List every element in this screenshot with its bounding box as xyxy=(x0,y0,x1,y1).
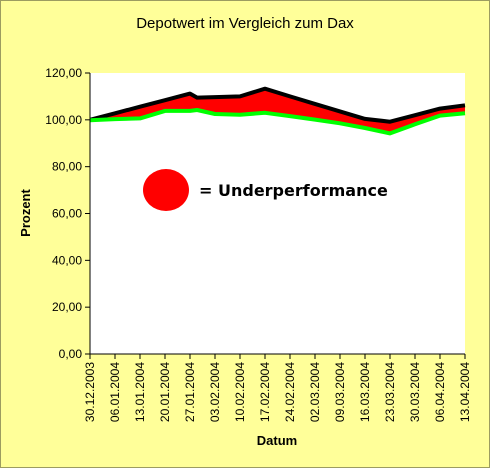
series-line-black xyxy=(89,86,466,124)
y-tick-label: 0,00 xyxy=(59,347,83,361)
x-tick-label: 02.03.2004 xyxy=(308,362,322,422)
x-tick-label: 17.02.2004 xyxy=(258,362,272,422)
y-tick-label: 120,00 xyxy=(45,66,82,80)
x-tick-label: 20.01.2004 xyxy=(158,362,172,422)
chart-marks xyxy=(89,86,466,136)
x-tick-labels: 30.12.2003 06.01.2004 13.01.2004 20.01.2004… xyxy=(83,354,472,422)
y-tick-labels: 0,00 20,00 40,00 60,00 80,00 100,00 120,00 xyxy=(45,66,90,361)
x-tick-label: 06.04.2004 xyxy=(433,362,447,422)
y-tick-label: 20,00 xyxy=(52,300,82,314)
x-tick-label: 23.03.2004 xyxy=(383,362,397,422)
y-tick-label: 100,00 xyxy=(45,113,82,127)
y-tick-label: 60,00 xyxy=(52,207,82,221)
series-line-green xyxy=(89,108,466,136)
x-tick-label: 27.01.2004 xyxy=(183,362,197,422)
x-tick-label: 13.01.2004 xyxy=(133,362,147,422)
x-tick-label: 16.03.2004 xyxy=(358,362,372,422)
x-tick-label: 03.02.2004 xyxy=(208,362,222,422)
x-axis-title: Datum xyxy=(257,433,297,448)
chart-title: Depotwert im Vergleich zum Dax xyxy=(136,15,354,32)
y-tick-label: 40,00 xyxy=(52,253,82,267)
x-tick-label: 30.12.2003 xyxy=(83,362,97,422)
x-tick-label: 24.02.2004 xyxy=(283,362,297,422)
y-tick-label: 80,00 xyxy=(52,160,82,174)
x-tick-label: 10.02.2004 xyxy=(233,362,247,422)
legend-label: = Underperformance xyxy=(199,181,388,200)
y-axis-title: Prozent xyxy=(18,188,33,236)
x-tick-label: 30.03.2004 xyxy=(408,362,422,422)
x-tick-label: 09.03.2004 xyxy=(333,362,347,422)
legend-red-symbol xyxy=(143,169,189,211)
underperformance-area xyxy=(90,88,465,134)
x-tick-label: 13.04.2004 xyxy=(458,362,472,422)
x-tick-label: 06.01.2004 xyxy=(108,362,122,422)
